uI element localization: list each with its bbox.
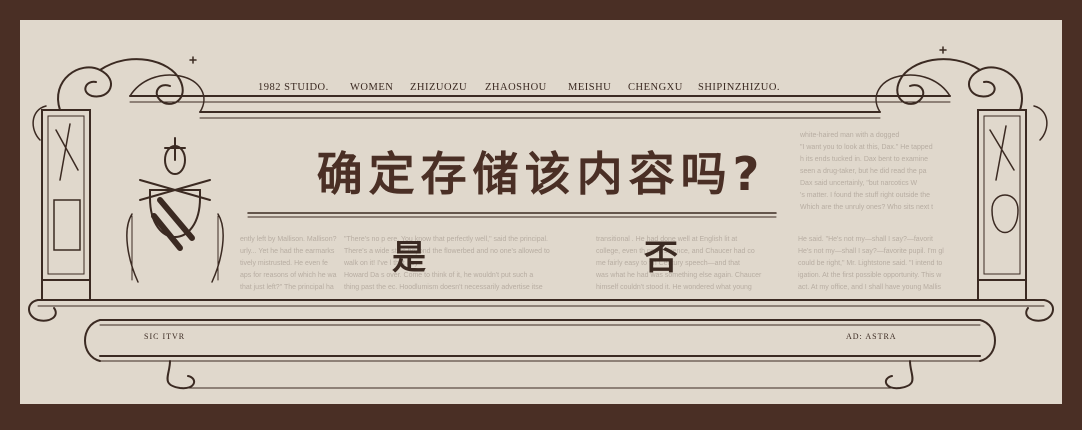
background-text-col2: "There's no p ere. You know that perfect…	[344, 234, 588, 294]
nav-item-zhizuozu[interactable]: ZHIZUOZU	[410, 82, 468, 93]
background-text-col1: ently left by Mallison. Mallison? urly..…	[240, 234, 340, 294]
background-text-top-right: white-haired man with a dogged "I want y…	[800, 130, 1050, 214]
text-line: transitional . He had done well at Engli…	[596, 236, 738, 243]
top-navigation: 1982 STUIDO. WOMEN ZHIZUOZU ZHAOSHOU MEI…	[20, 82, 1062, 98]
ornamental-frame	[28, 46, 1054, 390]
text-line: He's not my—shall I say?—favorite pupil.…	[798, 248, 944, 255]
text-line: act. At my office, and I shall have youn…	[798, 284, 942, 291]
text-line: himself couldn't stood it. He wondered w…	[596, 284, 752, 291]
text-line: Which are the unruly ones? Who sits next…	[800, 204, 934, 211]
background-text-col4: He said. "He's not my—shall I say?—favor…	[798, 234, 978, 294]
dialog-title: 确定存储该内容吗?	[316, 147, 766, 201]
text-line: "I want you to look at this, Dax." He ta…	[800, 144, 933, 151]
text-line: thing past the ec. Hoodlumism doesn't ne…	[344, 284, 543, 291]
text-line: ently left by Mallison. Mallison?	[240, 236, 337, 243]
text-line: He said. "He's not my—shall I say?—favor…	[798, 236, 933, 243]
nav-item-shipinzhizuo[interactable]: SHIPINZHIZUO.	[698, 82, 781, 93]
text-line: me fairly easy to fth Century speech—and…	[596, 260, 740, 267]
text-line: walk on it! I've l that boy	[344, 260, 419, 267]
background-text-col3: transitional . He had done well at Engli…	[596, 234, 792, 294]
text-line: There's a wide st ss beyond the flowerbe…	[344, 248, 550, 255]
no-button[interactable]: 否	[644, 238, 678, 278]
nav-item-women[interactable]: WOMEN	[350, 82, 394, 93]
motto-left: SIC ITVR	[144, 332, 186, 341]
text-line: "There's no p ere. You know that perfect…	[344, 236, 548, 243]
nav-item-studio[interactable]: 1982 STUIDO.	[258, 82, 329, 93]
parchment-panel: 1982 STUIDO. WOMEN ZHIZUOZU ZHAOSHOU MEI…	[20, 20, 1062, 404]
text-line: igation. At the first possible opportuni…	[798, 272, 942, 279]
yes-button[interactable]: 是	[392, 238, 426, 278]
text-line: h its ends tucked in. Dax bent to examin…	[800, 156, 929, 163]
text-line: 's matter. I found the stuff right outsi…	[800, 192, 931, 199]
text-line: tively mistrusted. He even fe	[240, 260, 328, 267]
motto-right: AD: ASTRA	[846, 332, 897, 341]
nav-item-zhaoshou[interactable]: ZHAOSHOU	[485, 82, 547, 93]
nav-item-chengxu[interactable]: CHENGXU	[628, 82, 683, 93]
text-line: seen a drug-taker, but he did read the p…	[800, 168, 927, 175]
text-line: Howard Da s over. Come to think of it, h…	[344, 272, 534, 279]
nav-item-meishu[interactable]: MEISHU	[568, 82, 612, 93]
text-line: college, even th ng in science, and Chau…	[596, 248, 755, 255]
text-line: that just left?" The principal ha	[240, 284, 334, 291]
text-line: could be right," Mr. Lightstone said. "I…	[798, 260, 943, 267]
text-line: white-haired man with a dogged	[800, 132, 900, 139]
text-line: urly... Yet he had the earmarks	[240, 248, 335, 255]
text-line: aps for reasons of which he wa	[240, 272, 337, 279]
text-line: was what he had was something else again…	[596, 272, 762, 279]
text-line: Dax said uncertainly, "but narcotics W	[800, 180, 918, 187]
